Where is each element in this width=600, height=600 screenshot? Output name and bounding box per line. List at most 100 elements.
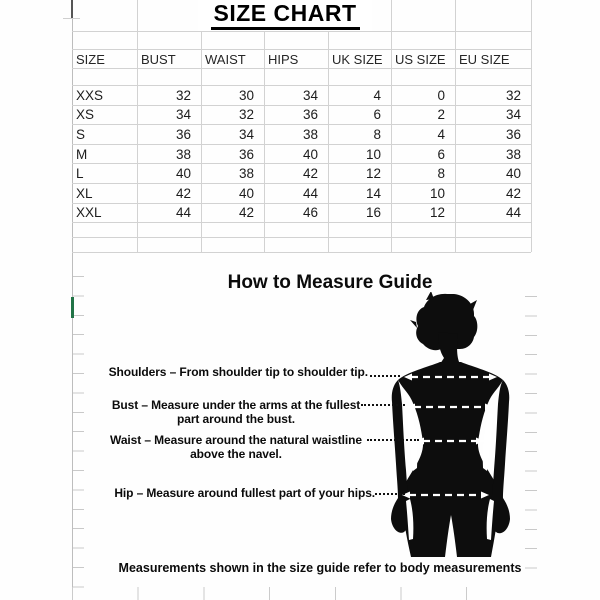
empty-row[interactable] — [72, 32, 531, 50]
table-cell[interactable]: 4 — [373, 87, 381, 103]
table-cell[interactable]: 0 — [437, 87, 445, 103]
table-cell[interactable]: 14 — [365, 185, 381, 201]
measure-arrows — [409, 375, 490, 497]
table-cell[interactable]: XL — [76, 185, 93, 201]
table-cell[interactable]: 32 — [505, 87, 521, 103]
table-header-row: SIZE BUST WAIST HIPS UK SIZE US SIZE EU … — [72, 50, 531, 69]
table-cell[interactable]: XXL — [76, 205, 102, 221]
hip-instruction: Hip – Measure around fullest part of you… — [114, 486, 375, 500]
table-cell[interactable]: 8 — [437, 166, 445, 182]
table-cell[interactable]: 16 — [365, 205, 381, 221]
table-cell[interactable]: S — [76, 126, 86, 142]
table-cell[interactable]: 32 — [238, 107, 254, 123]
table-cell[interactable]: 40 — [302, 146, 318, 162]
column-gridline-stubs — [72, 587, 532, 600]
bust-instruction-line1: Bust – Measure under the arms at the ful… — [111, 398, 361, 412]
table-cell[interactable]: 34 — [302, 87, 318, 103]
table-cell[interactable]: 12 — [365, 166, 381, 182]
table-cell[interactable]: 44 — [175, 205, 191, 221]
table-cell[interactable]: 36 — [302, 107, 318, 123]
column-header-waist[interactable]: WAIST — [205, 51, 246, 67]
table-cell[interactable]: 38 — [302, 126, 318, 142]
table-cell[interactable]: 34 — [238, 126, 254, 142]
table-cell[interactable]: 40 — [505, 166, 521, 182]
table-cell[interactable]: 44 — [505, 205, 521, 221]
bust-instruction: Bust – Measure under the arms at the ful… — [110, 398, 362, 426]
table-cell[interactable]: 32 — [175, 87, 191, 103]
gridline — [264, 31, 265, 252]
table-cell[interactable]: 34 — [175, 107, 191, 123]
table-row-l: L 40 38 42 12 8 40 — [72, 164, 531, 184]
table-cell[interactable]: L — [76, 166, 84, 182]
gridline — [391, 0, 392, 252]
table-cell[interactable]: 2 — [437, 107, 445, 123]
waist-instruction-line2: above the navel. — [190, 447, 282, 461]
table-cell[interactable]: 40 — [238, 185, 254, 201]
table-cell[interactable]: 42 — [505, 185, 521, 201]
table-cell[interactable]: 44 — [302, 185, 318, 201]
table-cell[interactable]: 8 — [373, 126, 381, 142]
table-cell[interactable]: 42 — [302, 166, 318, 182]
table-row-m: M 38 36 40 10 6 38 — [72, 145, 531, 165]
bust-instruction-line2: part around the bust. — [177, 412, 295, 426]
waist-instruction-line1: Waist – Measure around the natural waist… — [110, 433, 362, 447]
table-cell[interactable]: 38 — [238, 166, 254, 182]
table-row-xxs: XXS 32 30 34 4 0 32 — [72, 86, 531, 106]
empty-row[interactable] — [72, 223, 531, 239]
measurement-note: Measurements shown in the size guide ref… — [118, 561, 522, 575]
bust-leader-line — [361, 404, 405, 406]
table-cell[interactable]: 36 — [238, 146, 254, 162]
size-chart-title-text: SIZE CHART — [210, 0, 360, 30]
gridline — [328, 31, 329, 252]
table-cell[interactable]: 42 — [175, 185, 191, 201]
empty-row[interactable] — [72, 238, 531, 254]
table-cell[interactable]: 10 — [365, 146, 381, 162]
column-header-bust[interactable]: BUST — [141, 51, 176, 67]
table-cell[interactable]: XS — [76, 107, 95, 123]
table-cell[interactable]: 46 — [302, 205, 318, 221]
column-header-uk-size[interactable]: UK SIZE — [332, 51, 383, 67]
gridline — [531, 0, 532, 252]
table-cell[interactable]: XXS — [76, 87, 104, 103]
empty-row[interactable] — [72, 69, 531, 86]
gridline — [63, 18, 80, 19]
gridline — [455, 0, 456, 252]
column-header-size[interactable]: SIZE — [76, 51, 105, 67]
table-row-xl: XL 42 40 44 14 10 42 — [72, 184, 531, 204]
table-cell[interactable]: 36 — [505, 126, 521, 142]
column-header-eu-size[interactable]: EU SIZE — [459, 51, 510, 67]
table-cell[interactable]: 36 — [175, 126, 191, 142]
table-cell[interactable]: 12 — [429, 205, 445, 221]
selection-marker — [71, 297, 74, 318]
gridline — [201, 31, 202, 252]
gridline — [137, 0, 138, 252]
table-cell[interactable]: 10 — [429, 185, 445, 201]
shoulders-instruction: Shoulders – From shoulder tip to shoulde… — [108, 365, 369, 379]
table-cell[interactable]: 38 — [175, 146, 191, 162]
table-cell[interactable]: 38 — [505, 146, 521, 162]
table-cell[interactable]: 42 — [238, 205, 254, 221]
woman-silhouette — [391, 292, 510, 557]
row-gridline-stubs — [525, 296, 537, 586]
measure-guide-title: How to Measure Guide — [227, 272, 433, 293]
table-row-s: S 36 34 38 8 4 36 — [72, 125, 531, 145]
table-cell[interactable]: 34 — [505, 107, 521, 123]
table-cell[interactable]: 30 — [238, 87, 254, 103]
column-header-us-size[interactable]: US SIZE — [395, 51, 446, 67]
hip-leader-line — [375, 493, 405, 495]
row-gridline-stubs — [73, 276, 84, 590]
table-cell[interactable]: 40 — [175, 166, 191, 182]
table-row-xs: XS 34 32 36 6 2 34 — [72, 106, 531, 126]
table-row-xxl: XXL 44 42 46 16 12 44 — [72, 204, 531, 224]
shoulders-leader-line — [370, 375, 400, 377]
table-cell[interactable]: 4 — [437, 126, 445, 142]
measure-arrowheads — [402, 373, 497, 499]
table-cell[interactable]: 6 — [373, 107, 381, 123]
table-cell[interactable]: M — [76, 146, 88, 162]
size-chart-title[interactable]: SIZE CHART — [198, 0, 372, 31]
cell-cursor-edge — [71, 0, 73, 18]
column-header-hips[interactable]: HIPS — [268, 51, 299, 67]
waist-leader-line — [367, 439, 419, 441]
table-cell[interactable]: 6 — [437, 146, 445, 162]
